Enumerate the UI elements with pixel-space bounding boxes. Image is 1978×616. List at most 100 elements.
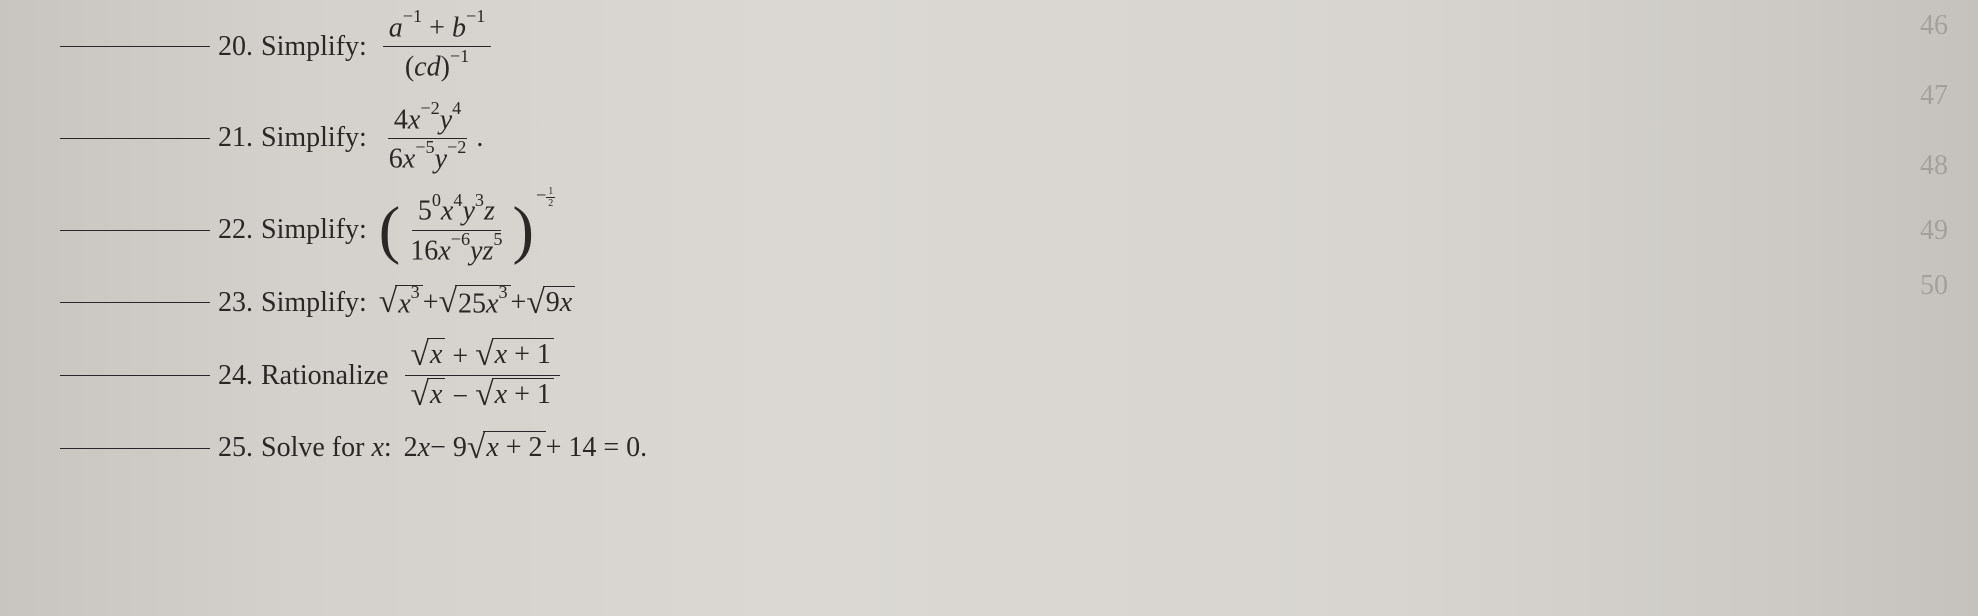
radicand: x [427,338,445,371]
var-x: x [408,104,420,135]
problem-label: Simplify: [261,31,367,63]
ghost-number: 48 [1920,150,1948,182]
problem-21: 21. Simplify: 4x−2y4 6x−5y−2 . [60,102,1938,176]
denominator: √x − √x + 1 [405,376,560,413]
problem-number: 25. [218,432,253,464]
expression: √x + √x + 1 √x − √x + 1 [401,338,564,413]
problem-label: Simplify: [261,287,367,319]
exp: 3 [475,190,484,210]
rest: + 14 = 0. [546,432,648,464]
exp: −2 [447,137,466,157]
denominator: 16x−6yz5 [404,231,508,267]
radicand: x + 1 [492,378,554,411]
expression: ( 50x4y3z 16x−6yz5 ) −12 [379,193,555,267]
radicand: 9x [543,286,575,319]
radicand: x + 2 [483,431,545,464]
var-a: a [389,12,403,43]
radicand: x [427,378,445,411]
rparen: ) [441,52,450,83]
problem-label: Simplify: [261,122,367,154]
var-x: x [403,143,415,174]
var-y: y [462,196,474,227]
problem-20: 20. Simplify: a−1 + b−1 (cd)−1 [60,10,1938,84]
numerator: a−1 + b−1 [383,10,492,47]
answer-blank [60,375,210,376]
ghost-number: 49 [1920,215,1948,247]
answer-blank [60,46,210,47]
sqrt-term: √x [411,338,446,372]
problem-25: 25. Solve for x: 2x − 9√x + 2 + 14 = 0. [60,431,1938,465]
numerator: 50x4y3z [412,193,501,230]
plus: + [422,12,452,43]
var-x: x [441,196,453,227]
rparen: ) [512,204,533,256]
expression: a−1 + b−1 (cd)−1 [379,10,496,84]
exp: −1 [403,6,422,26]
sqrt-term: √x + 2 [467,431,546,465]
lparen: ( [379,204,400,256]
var-y: y [435,143,447,174]
minus: − 9 [430,432,467,464]
var-x: x [418,432,430,464]
ghost-number: 46 [1920,10,1948,42]
answer-blank [60,138,210,139]
problem-number: 22. [218,214,253,246]
worksheet-page: 20. Simplify: a−1 + b−1 (cd)−1 21. Simpl… [0,0,1978,493]
problem-23: 23. Simplify: √x3 + √25x3 + √9x [60,285,1938,320]
var-z: z [482,235,493,266]
var-z: z [484,196,495,227]
lparen: ( [405,52,414,83]
sqrt-term: √x + 1 [475,338,554,372]
answer-blank [60,448,210,449]
period: . [476,122,483,154]
plus: + [511,287,527,319]
var-y: y [440,104,452,135]
ghost-number: 47 [1920,80,1948,112]
exp: −2 [420,98,439,118]
problem-label: Solve for x: [261,432,392,464]
radicand: x3 [395,285,423,320]
fraction: a−1 + b−1 (cd)−1 [383,10,492,84]
problem-number: 21. [218,122,253,154]
plus: + [445,341,475,372]
problem-number: 24. [218,360,253,392]
numerator: 4x−2y4 [388,102,467,139]
answer-blank [60,302,210,303]
problem-label: Rationalize [261,360,389,392]
exp: −5 [415,137,434,157]
expression: √x3 + √25x3 + √9x [379,285,575,320]
exp: −1 [466,6,485,26]
denominator: 6x−5y−2 [383,139,473,175]
expression: 2x − 9√x + 2 + 14 = 0. [404,431,648,465]
exp: 4 [453,190,462,210]
problem-22: 22. Simplify: ( 50x4y3z 16x−6yz5 ) −12 [60,193,1938,267]
exp: −6 [451,229,470,249]
exp: 5 [493,229,502,249]
sqrt-term: √x3 [379,285,423,320]
coef: 2 [404,432,418,464]
sqrt-term: √x + 1 [475,378,554,412]
sqrt-term: √9x [526,286,575,320]
fraction: √x + √x + 1 √x − √x + 1 [405,338,560,413]
coef: 16 [410,235,438,266]
radicand: 25x3 [455,285,511,320]
problem-number: 20. [218,31,253,63]
problem-label: Simplify: [261,214,367,246]
sqrt-term: √25x3 [439,285,511,320]
plus: + [423,287,439,319]
denominator: (cd)−1 [399,47,475,83]
minus: − [445,381,475,412]
base-5: 5 [418,196,432,227]
problem-24: 24. Rationalize √x + √x + 1 √x − √x + 1 [60,338,1938,413]
coef: 6 [389,143,403,174]
expression: 4x−2y4 6x−5y−2 . [379,102,484,176]
var-y: y [470,235,482,266]
sqrt-term: √x [411,378,446,412]
var-x: x [438,235,450,266]
numerator: √x + √x + 1 [405,338,560,376]
exp-sign: − [536,185,546,205]
fraction: 50x4y3z 16x−6yz5 [404,193,508,267]
ghost-number: 50 [1920,270,1948,302]
fraction: 4x−2y4 6x−5y−2 [383,102,473,176]
exp-frac: 12 [546,186,555,209]
